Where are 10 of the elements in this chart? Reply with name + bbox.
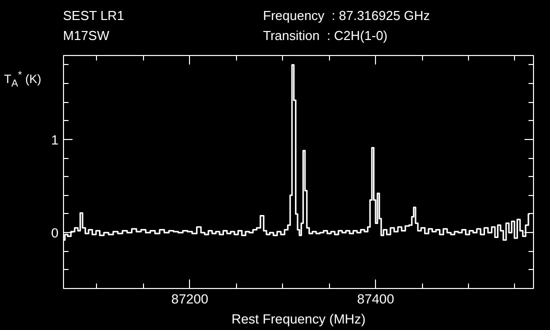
y-axis-title: T$_{A}$$^{*}$ (K) <box>4 69 42 92</box>
text: Frequency : 87.316925 GHz <box>263 8 430 23</box>
x-axis-title: Rest Frequency (MHz) <box>231 312 366 326</box>
y-tick-label: 1 <box>51 132 59 148</box>
x-tick-label: 87200 <box>171 292 208 306</box>
y-tick-label: 0 <box>51 226 59 241</box>
chart-subtitle: M17SW <box>63 28 110 43</box>
chart-title: SEST LR1 <box>63 8 124 23</box>
text: Transition : C2H(1-0) <box>263 28 388 43</box>
x-tick-label: 87400 <box>357 292 394 306</box>
